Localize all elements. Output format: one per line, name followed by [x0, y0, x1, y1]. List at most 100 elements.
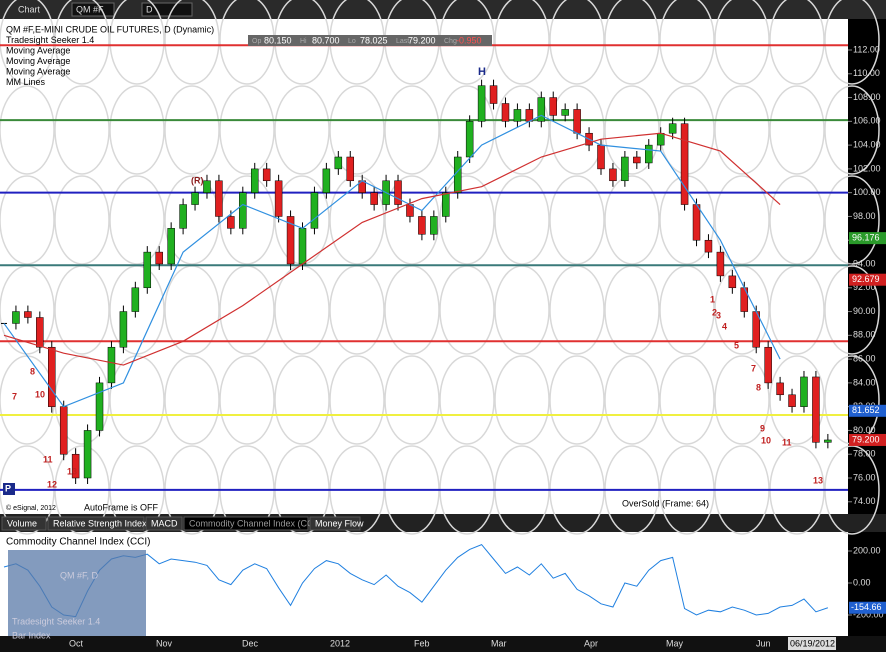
cci-marker: [849, 601, 886, 614]
pattern: [164, 0, 220, 85]
pattern: [769, 85, 825, 175]
annotation: 8: [30, 366, 35, 376]
y-tick-label: 92.00: [853, 282, 876, 292]
pattern: [384, 175, 440, 265]
candle: [645, 144, 653, 164]
x-tick-label: Jun: [756, 638, 771, 648]
candle: [465, 121, 474, 158]
candle: [274, 180, 283, 217]
candle: [334, 156, 343, 170]
candle: [143, 251, 152, 289]
interval: D: [146, 4, 153, 14]
candle: [680, 123, 689, 205]
pattern: [494, 0, 550, 85]
pattern: [494, 355, 550, 445]
x-tick-label: May: [666, 638, 684, 648]
pattern: [0, 85, 55, 175]
tab[interactable]: [183, 516, 309, 531]
candle: [394, 180, 402, 205]
pattern: [54, 85, 110, 175]
date-box: [788, 637, 836, 650]
cci-tick-label: 200.00: [853, 545, 881, 555]
y-tick-label: 74.00: [853, 496, 876, 506]
annotation: 11: [782, 437, 792, 447]
candle: [131, 287, 140, 312]
annotation: P: [5, 483, 11, 493]
candle: [800, 376, 808, 407]
y-tick-label: 94.00: [853, 258, 876, 268]
pattern: [384, 355, 440, 445]
x-tick-label: 06/19/2012: [790, 638, 835, 648]
tab[interactable]: [309, 516, 361, 531]
annotation: 13: [813, 475, 823, 485]
annotation: 1: [710, 294, 715, 304]
tab-label: MACD: [151, 518, 178, 528]
quote-value: 80.150: [264, 35, 292, 45]
pattern: [164, 85, 220, 175]
candle: [501, 103, 510, 122]
candle: [609, 168, 617, 182]
pattern: [494, 85, 550, 175]
annotation: 4: [722, 321, 727, 331]
x-tick-label: Dec: [242, 638, 259, 648]
pattern: [604, 175, 660, 265]
pattern: [274, 85, 330, 175]
y-tick-label: 80.00: [853, 425, 876, 435]
pattern: [824, 265, 880, 355]
candle: [370, 192, 378, 205]
y-tick-label: 100.00: [853, 187, 881, 197]
pattern: [329, 175, 385, 265]
tab[interactable]: [47, 516, 145, 531]
candle: [322, 168, 331, 193]
x-tick-label: Feb: [414, 638, 430, 648]
legend-entry: Moving Average: [6, 56, 70, 66]
candle: [310, 192, 319, 229]
candle: [191, 192, 199, 205]
pattern: [274, 355, 330, 445]
pattern: [604, 85, 660, 175]
pattern: [769, 355, 825, 445]
tab[interactable]: [145, 516, 183, 531]
candle: [24, 311, 32, 318]
quote-value: 78.025: [360, 35, 388, 45]
candle: [298, 228, 307, 265]
candle: [346, 156, 355, 182]
y-tick-label: 78.00: [853, 449, 876, 459]
pattern: [219, 355, 275, 445]
candle: [633, 156, 641, 164]
x-tick-label: Oct: [69, 638, 84, 648]
pattern: [164, 355, 220, 445]
candle: [239, 192, 247, 229]
candle: [203, 180, 211, 193]
candle: [430, 216, 438, 235]
candle: [812, 376, 820, 443]
quote-label: Last: [396, 38, 409, 45]
y-tick-label: 98.00: [853, 211, 876, 221]
y-tick-label: 86.00: [853, 353, 876, 363]
candle: [728, 275, 737, 289]
data-window-text: Tradesight Seeker 1.4: [12, 616, 100, 626]
legend-entry: QM #F,E-MINI CRUDE OIL FUTURES, D (Dynam…: [6, 24, 214, 34]
cci-tick-label: 0.00: [853, 577, 871, 587]
price-marker-label: 79.200: [852, 434, 880, 444]
price-marker-label: 96.176: [852, 233, 880, 243]
candle: [107, 346, 116, 384]
pattern: [109, 355, 165, 445]
candle: [513, 109, 522, 122]
y-tick-label: 88.00: [853, 330, 876, 340]
pattern: [714, 0, 770, 85]
quote-value: 80.700: [312, 35, 340, 45]
candle: [477, 85, 486, 122]
toolbar: [0, 0, 886, 19]
pattern: [714, 175, 770, 265]
pattern: [109, 0, 165, 85]
quote-label: Hi: [300, 38, 307, 45]
y-tick-label: 90.00: [853, 306, 876, 316]
candle: [537, 97, 546, 122]
y-tick-label: 104.00: [853, 139, 881, 149]
candle: [824, 439, 832, 443]
candle: [12, 311, 20, 324]
candle: [36, 317, 44, 348]
tab[interactable]: [1, 516, 47, 531]
